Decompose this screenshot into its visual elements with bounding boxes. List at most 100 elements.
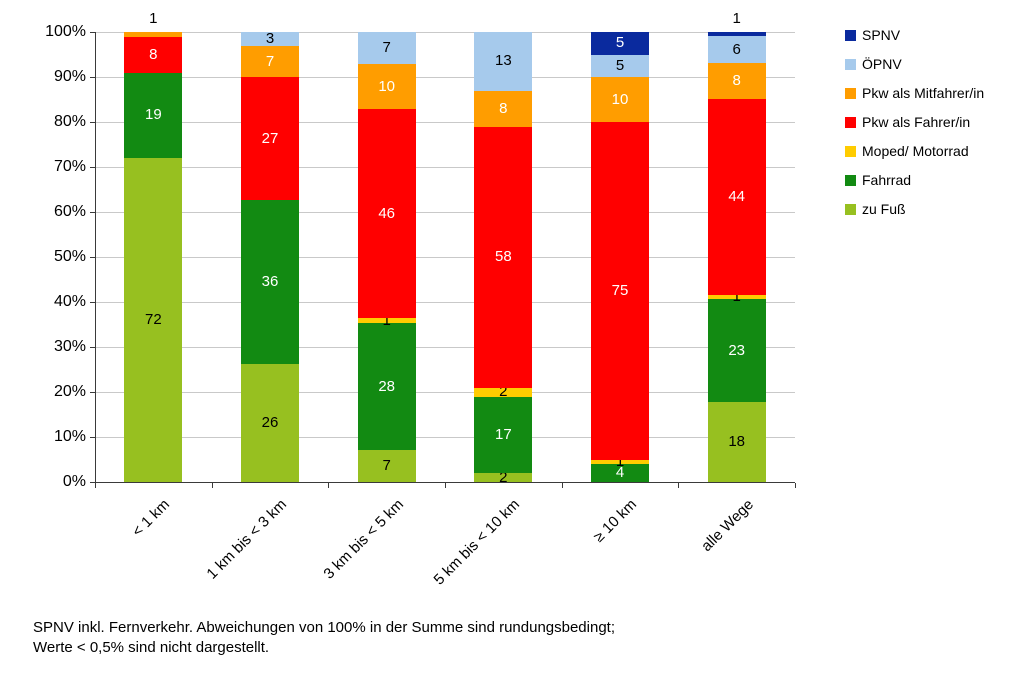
bar-label: 23 [728,341,745,359]
bar-label: 7 [382,457,391,475]
bar-label: 10 [378,77,395,95]
bar-segment [124,32,183,37]
x-axis-tick [328,483,330,488]
bar-label: 1 [149,10,158,27]
bar-segment [591,122,649,460]
bar-label: 17 [494,425,512,443]
bar-segment [357,318,416,323]
bar-segment [124,72,183,158]
bar-label: 18 [728,432,745,450]
legend-item: ÖPNV [845,57,984,71]
bar-segment [591,464,649,482]
y-axis-tick [90,122,95,123]
bar-segment [241,200,299,364]
bar-segment [707,98,766,295]
y-axis-tick [90,302,95,303]
legend-label: SPNV [862,27,901,43]
bar-label: 72 [144,311,162,328]
legend-label: zu Fuß [862,201,906,217]
y-tick-label: 80% [53,113,86,130]
bar-label: 8 [149,45,158,63]
legend-swatch [845,29,856,41]
bar-segment [707,36,766,64]
bar-label: 8 [499,99,508,117]
y-axis-tick [90,482,95,483]
bar-label: 1 [732,10,741,27]
bar-segment [357,32,416,64]
y-axis-tick [90,32,95,33]
bar-label: 26 [261,413,279,431]
bar-segment [474,90,533,127]
bar-label: 1 [382,311,391,329]
gridline [95,212,795,213]
bar-segment [591,459,649,464]
gridline [95,347,795,348]
legend-item: Pkw als Fahrer/in [845,115,984,129]
bar-label: 6 [732,40,741,58]
bar-segment [474,396,533,473]
y-tick-label: 90% [53,68,86,85]
y-axis-tick [90,167,95,168]
legend-swatch [845,116,856,128]
legend-item: Moped/ Motorrad [845,144,984,158]
bar-segment [591,32,649,55]
bar-segment [357,109,416,319]
gridline [95,302,795,303]
y-tick-label: 10% [53,428,86,445]
x-axis-tick [211,483,213,488]
bar-segment [707,32,766,37]
legend-item: Pkw als Mitfahrer/in [845,86,984,100]
bar-label: 7 [382,38,391,56]
legend-swatch [845,145,856,157]
legend-swatch [845,203,856,215]
legend-label: Fahrrad [862,172,912,188]
gridline [95,167,795,168]
bar-segment [591,54,649,77]
bar-segment [124,158,183,482]
legend-label: Pkw als Fahrer/in [862,114,971,130]
footnote: SPNV inkl. Fernverkehr. Abweichungen von… [33,619,616,657]
bar-label: 2 [499,383,508,400]
x-axis-line [95,482,795,483]
bar-segment [707,63,766,99]
bar-segment [357,322,416,451]
gridline [95,77,795,78]
y-tick-label: 40% [53,293,86,310]
y-tick-label: 30% [53,338,86,355]
bar-label: 5 [615,34,625,52]
gridline [95,437,795,438]
gridline [95,392,795,393]
bar-label: 5 [615,56,625,74]
x-axis-tick [561,483,563,488]
y-axis-tick [90,392,95,393]
bar-segment [591,77,649,122]
bar-label: 1 [615,452,625,470]
bar-segment [474,126,533,388]
y-axis-tick [90,212,95,213]
x-axis-tick [795,483,796,488]
bar-segment [474,387,533,397]
legend-label: ÖPNV [862,56,902,72]
bar-label: 10 [611,90,629,108]
bar-label: 19 [144,106,162,124]
bar-label: 2 [499,468,508,486]
legend-item: SPNV [845,28,984,42]
y-tick-label: 50% [53,248,86,265]
bar-segment [241,77,299,201]
bar-segment [241,363,299,482]
bar-label: 27 [261,129,279,147]
bar-label: 46 [378,204,395,222]
y-tick-label: 60% [53,203,86,220]
y-axis-tick [90,257,95,258]
legend-swatch [845,174,856,186]
bar-segment [707,401,766,482]
bar-segment [241,45,299,78]
gridline [95,122,795,123]
x-category-label: < 1 km [129,496,174,541]
bar-segment [707,294,766,300]
bar-segment [357,63,416,110]
y-tick-label: 20% [53,383,86,400]
bar-segment [707,299,766,402]
legend-item: zu Fuß [845,202,984,216]
